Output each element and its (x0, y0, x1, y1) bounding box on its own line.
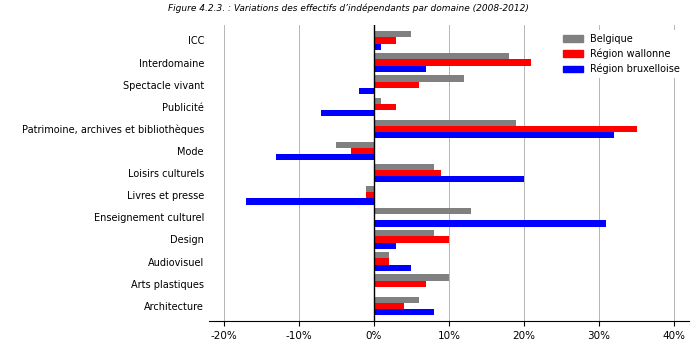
Bar (336, 142, 374, 148)
Bar (374, 44, 381, 50)
Bar (374, 281, 427, 287)
Bar (374, 97, 381, 104)
Legend: Belgique, Région wallonne, Région bruxelloise: Belgique, Région wallonne, Région bruxel… (560, 30, 684, 78)
Bar (374, 221, 606, 227)
Bar (276, 154, 374, 160)
Bar (374, 126, 637, 132)
Bar (374, 303, 404, 309)
Text: Figure 4.2.3. : Variations des effectifs d’indépendants par domaine (2008-2012): Figure 4.2.3. : Variations des effectifs… (168, 4, 528, 13)
Bar (366, 186, 374, 192)
Bar (374, 132, 614, 138)
Bar (351, 148, 374, 154)
Bar (374, 242, 397, 249)
Bar (374, 82, 419, 88)
Bar (374, 252, 389, 258)
Bar (374, 265, 411, 271)
Bar (374, 164, 434, 170)
Bar (374, 104, 397, 110)
Bar (374, 236, 449, 242)
Bar (374, 120, 516, 126)
Bar (359, 88, 374, 94)
Bar (374, 37, 397, 44)
Bar (374, 170, 441, 176)
Bar (374, 53, 509, 60)
Bar (374, 275, 449, 281)
Bar (374, 66, 427, 72)
Bar (374, 208, 471, 214)
Bar (322, 110, 374, 116)
Bar (366, 192, 374, 198)
Bar (374, 297, 419, 303)
Bar (374, 75, 464, 82)
Bar (374, 60, 532, 66)
Bar (246, 198, 374, 205)
Bar (374, 31, 411, 37)
Bar (374, 309, 434, 315)
Bar (374, 230, 434, 236)
Bar (374, 176, 524, 182)
Bar (374, 258, 389, 265)
